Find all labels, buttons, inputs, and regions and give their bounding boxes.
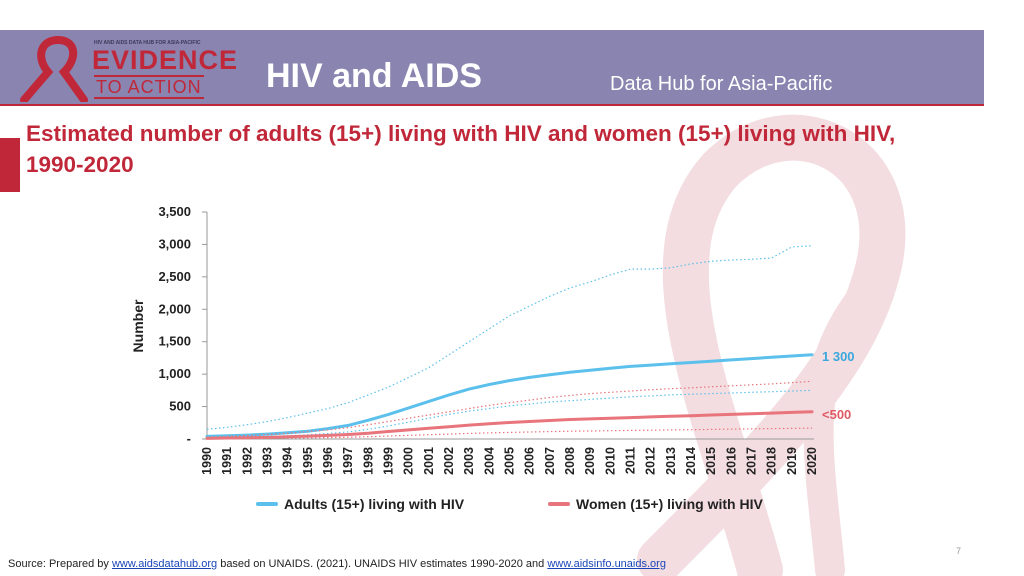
x-tick-label: 2017 xyxy=(745,447,759,475)
y-tick-label: 500 xyxy=(169,399,191,414)
y-tick-label: 2,000 xyxy=(158,301,191,316)
legend-swatch-adults xyxy=(256,502,278,506)
logo-evidence-text: EVIDENCE xyxy=(92,45,239,75)
header-band xyxy=(0,30,984,106)
aidsinfo-link[interactable]: www.aidsinfo.unaids.org xyxy=(547,558,666,570)
x-tick-label: 1996 xyxy=(321,447,335,475)
x-tick-label: 2015 xyxy=(704,447,718,475)
y-tick-label: 1,000 xyxy=(158,366,191,381)
legend-label-women: Women (15+) living with HIV xyxy=(576,496,763,512)
x-tick-label: 2010 xyxy=(603,447,617,475)
x-tick-label: 2003 xyxy=(462,447,476,475)
x-tick-label: 1997 xyxy=(341,447,355,475)
x-tick-label: 2000 xyxy=(402,447,416,475)
x-tick-label: 2019 xyxy=(785,447,799,475)
x-tick-label: 2018 xyxy=(765,447,779,475)
x-tick-label: 2002 xyxy=(442,447,456,475)
evidence-to-action-logo: HIV AND AIDS DATA HUB FOR ASIA-PACIFIC E… xyxy=(18,36,248,102)
footer-middle: based on UNAIDS. (2021). UNAIDS HIV esti… xyxy=(217,558,548,570)
x-tick-label: 2020 xyxy=(805,447,819,475)
logo-tagline: HIV AND AIDS DATA HUB FOR ASIA-PACIFIC xyxy=(94,40,201,46)
x-tick-label: 2006 xyxy=(523,447,537,475)
legend-swatch-women xyxy=(548,502,570,506)
x-tick-label: 2016 xyxy=(724,447,738,475)
y-tick-label: 3,000 xyxy=(158,236,191,251)
legend-label-adults: Adults (15+) living with HIV xyxy=(284,496,465,512)
legend-item-women: Women (15+) living with HIV xyxy=(548,496,763,512)
y-tick-label: 2,500 xyxy=(158,269,191,284)
x-tick-label: 1995 xyxy=(301,447,315,475)
y-tick-label: 1,500 xyxy=(158,334,191,349)
aidsdatahub-link[interactable]: www.aidsdatahub.org xyxy=(111,558,218,570)
x-tick-label: 1994 xyxy=(281,447,295,475)
x-tick-label: 2004 xyxy=(482,447,496,475)
adults-upper-bound-line xyxy=(206,245,813,430)
x-tick-label: 2014 xyxy=(684,447,698,475)
x-tick-label: 2008 xyxy=(563,447,577,475)
source-footer: Source: Prepared by www.aidsdatahub.org … xyxy=(8,558,666,570)
x-tick-label: 1998 xyxy=(361,447,375,475)
x-tick-label: 2012 xyxy=(644,447,658,475)
x-tick-label: 1991 xyxy=(220,447,234,475)
x-tick-label: 1993 xyxy=(261,447,275,475)
women-lower-bound-line xyxy=(206,427,813,440)
footer-prefix: Source: Prepared by xyxy=(8,558,112,570)
x-tick-label: 2011 xyxy=(624,447,638,474)
x-tick-label: 2007 xyxy=(543,447,557,475)
adults-series-line xyxy=(205,353,814,438)
x-tick-label: 1999 xyxy=(382,447,396,475)
logo-to-action-text: TO ACTION xyxy=(94,75,204,99)
app-subtitle: Data Hub for Asia-Pacific xyxy=(610,73,833,95)
app-title: HIV and AIDS xyxy=(266,57,482,95)
legend-item-adults: Adults (15+) living with HIV xyxy=(256,496,464,512)
x-tick-label: 1992 xyxy=(240,447,254,475)
slide-title: Estimated number of adults (15+) living … xyxy=(26,121,896,177)
adults-end-label: 1 300 xyxy=(822,349,855,364)
x-tick-label: 2001 xyxy=(422,447,436,475)
x-tick-label: 2013 xyxy=(664,447,678,475)
y-tick-label: 3,500 xyxy=(158,204,191,219)
red-ribbon-icon xyxy=(20,36,88,102)
page-number: 7 xyxy=(956,546,962,556)
women-upper-bound-line xyxy=(206,380,813,438)
x-tick-label: 2005 xyxy=(503,447,517,475)
women-end-label: <500 xyxy=(822,407,852,422)
title-accent-bar xyxy=(0,138,20,192)
x-tick-label: 1990 xyxy=(200,447,214,475)
women-series-line xyxy=(205,410,814,440)
y-tick-label: - xyxy=(187,431,191,446)
x-tick-label: 2009 xyxy=(583,447,597,475)
